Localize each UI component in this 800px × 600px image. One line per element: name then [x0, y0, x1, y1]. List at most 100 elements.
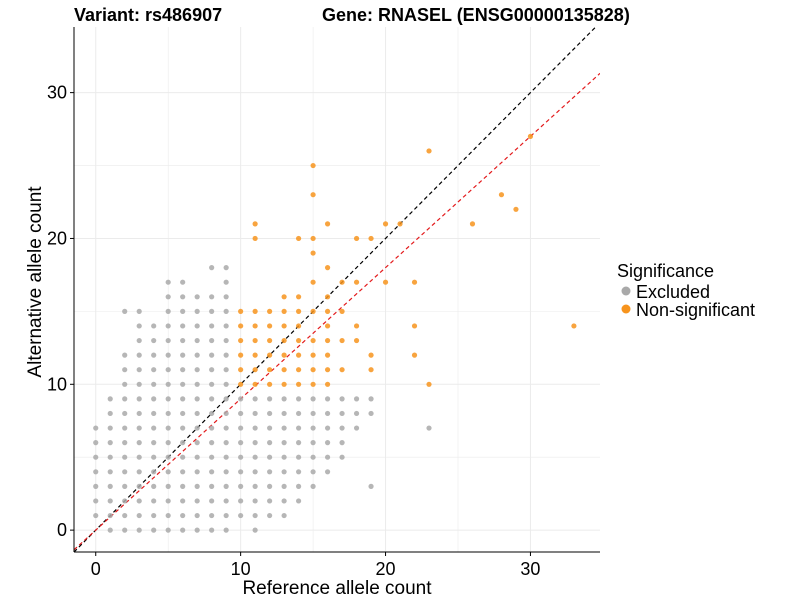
data-point [93, 512, 99, 519]
data-point [194, 425, 200, 431]
data-point [107, 454, 113, 460]
data-point [151, 440, 157, 446]
y-tick-label: 20 [47, 228, 67, 248]
data-point [281, 352, 287, 358]
data-point [180, 483, 186, 489]
data-point [151, 381, 157, 387]
data-point [426, 425, 432, 431]
data-point [238, 367, 244, 373]
x-tick-label: 30 [520, 559, 540, 579]
data-point [107, 425, 113, 431]
data-point [324, 367, 331, 373]
data-point [368, 352, 374, 358]
data-point [223, 410, 229, 417]
data-point [165, 337, 171, 344]
data-point [180, 512, 186, 519]
data-point [296, 337, 302, 344]
data-point [136, 483, 142, 489]
data-point [107, 483, 113, 489]
data-point [136, 469, 142, 475]
data-point [136, 425, 142, 431]
data-point [296, 235, 302, 242]
data-point [469, 221, 476, 227]
data-point [310, 381, 316, 387]
data-point [310, 483, 316, 489]
data-point [136, 337, 142, 344]
data-point [252, 367, 258, 373]
data-point [310, 410, 316, 417]
data-point [310, 279, 316, 285]
data-point [165, 483, 171, 489]
data-point [238, 323, 244, 329]
data-point [209, 323, 215, 329]
data-point [324, 440, 331, 446]
data-point [252, 469, 258, 475]
data-point [252, 381, 258, 387]
data-point [209, 483, 215, 489]
data-point [281, 308, 287, 314]
data-point [107, 410, 113, 417]
data-point [281, 454, 287, 460]
data-point [310, 440, 316, 446]
data-point [209, 512, 215, 519]
data-point [194, 308, 200, 314]
data-point [136, 308, 142, 314]
data-point [281, 410, 287, 417]
data-point [238, 483, 244, 489]
data-point [310, 308, 316, 314]
data-point [296, 469, 302, 475]
data-point [223, 425, 229, 431]
data-point [165, 410, 171, 417]
data-point [180, 352, 186, 358]
data-point [223, 294, 229, 300]
data-point [180, 381, 186, 387]
data-point [151, 323, 157, 329]
data-point [165, 294, 171, 300]
data-point [281, 469, 287, 475]
data-point [267, 367, 273, 373]
data-point [281, 425, 287, 431]
data-point [209, 498, 215, 504]
data-point [223, 367, 229, 373]
data-point [194, 527, 200, 533]
data-point [296, 367, 302, 373]
data-point [310, 425, 316, 431]
data-point [339, 410, 345, 417]
data-point [93, 440, 99, 446]
data-point [223, 308, 229, 314]
data-point [223, 440, 229, 446]
data-point [324, 396, 331, 402]
y-axis-title: Alternative allele count [25, 186, 46, 378]
data-point [151, 454, 157, 460]
data-point [267, 352, 273, 358]
series-non-significant [238, 133, 577, 387]
reference-line-identity [74, 27, 597, 552]
data-point [209, 337, 215, 344]
data-point [223, 323, 229, 329]
data-point [151, 337, 157, 344]
data-point [281, 323, 287, 329]
data-point [296, 425, 302, 431]
legend: Significance Excluded Non-significant [617, 261, 755, 320]
data-point [252, 483, 258, 489]
data-point [310, 469, 316, 475]
data-point [209, 527, 215, 533]
data-point [180, 337, 186, 344]
x-tick-label: 10 [231, 559, 251, 579]
legend-title: Significance [617, 261, 714, 281]
data-point [238, 337, 244, 344]
legend-label-non-significant: Non-significant [636, 300, 755, 320]
data-point [180, 279, 186, 285]
data-point [281, 512, 287, 519]
data-point [93, 425, 99, 431]
data-point [151, 352, 157, 358]
data-point [281, 483, 287, 489]
data-point [165, 381, 171, 387]
data-point [136, 352, 142, 358]
data-point [296, 440, 302, 446]
data-point [194, 381, 200, 387]
x-tick-label: 20 [376, 559, 396, 579]
data-point [324, 352, 331, 358]
data-point [136, 454, 142, 460]
